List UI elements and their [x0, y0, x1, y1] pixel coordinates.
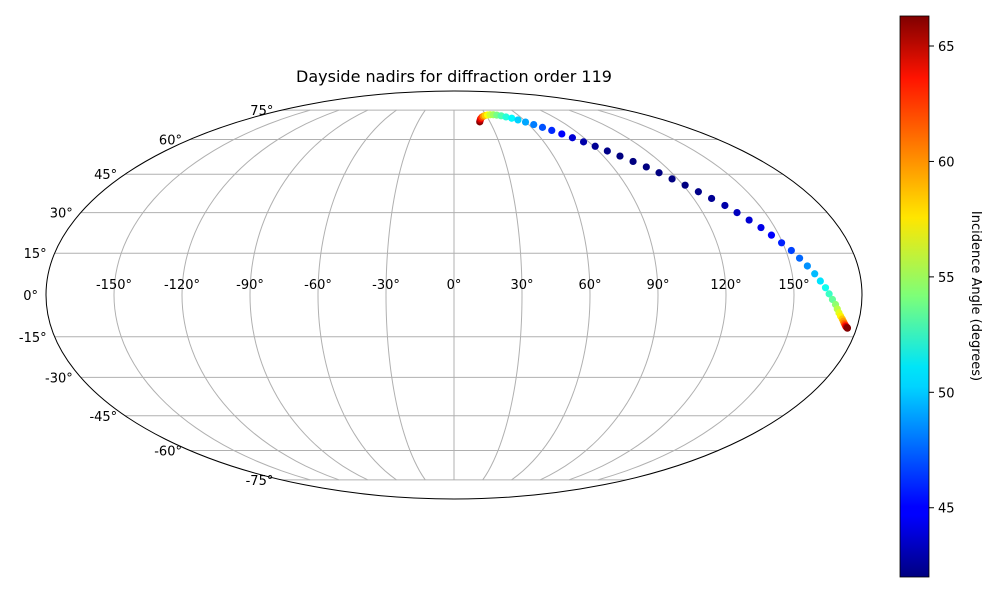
colorbar-tick-label: 45 [938, 502, 955, 517]
scatter-point [787, 246, 795, 255]
latitude-tick-label: -45° [89, 410, 117, 425]
scatter-point [502, 113, 510, 121]
latitude-tick-label: -60° [154, 445, 182, 460]
longitude-tick-label: -150° [96, 278, 132, 293]
longitude-tick-label: 90° [646, 278, 669, 293]
graticule [54, 109, 854, 481]
scatter-point [694, 188, 702, 196]
longitude-tick-label: 120° [710, 278, 741, 293]
scatter-point [681, 181, 689, 189]
latitude-tick-label: -30° [45, 371, 73, 386]
longitude-tick-labels: -150° -120° -90° -60° -30° 0° 30° 60° 90° 120° 150… [96, 278, 810, 293]
scatter-point [733, 208, 741, 217]
scatter-point [521, 118, 530, 126]
meridian-line [597, 109, 795, 481]
latitude-tick-label: 60° [159, 133, 182, 148]
scatter-point [530, 120, 538, 129]
scatter-point [616, 152, 624, 160]
meridian-line [540, 109, 659, 481]
colorbar-tick-label: 60 [938, 155, 955, 170]
scatter-point [745, 216, 753, 224]
longitude-tick-label: -120° [164, 278, 200, 293]
colorbar-label: Incidence Angle (degrees) [968, 211, 983, 381]
scatter-point [811, 270, 819, 278]
scatter-point [591, 142, 599, 150]
latitude-tick-labels: 75° 60° 45° 30° 15° 0° -15° -30° -45° -60° -75° [19, 104, 273, 489]
scatter-point [757, 223, 765, 232]
scatter-point [821, 284, 830, 292]
scatter-point [707, 194, 716, 203]
scatter-point [558, 130, 566, 138]
scatter-point [642, 163, 650, 171]
map-boundary [45, 90, 863, 500]
chart-title: Dayside nadirs for diffraction order 119 [296, 67, 612, 86]
longitude-tick-label: 150° [778, 278, 809, 293]
scatter-point [843, 324, 852, 332]
colorbar-tick-label: 50 [938, 386, 955, 401]
meridian-line [113, 109, 311, 481]
scatter-point [508, 114, 516, 122]
scatter-point [548, 126, 556, 135]
latitude-tick-label: 15° [24, 247, 47, 262]
scatter-point [655, 169, 663, 177]
longitude-tick-label: -60° [304, 278, 332, 293]
meridian-line [249, 109, 368, 481]
scatter-points [476, 111, 852, 332]
meridian-line [181, 109, 340, 481]
meridian-line [511, 109, 591, 481]
scatter-point [514, 116, 522, 124]
latitude-tick-label: 45° [94, 168, 117, 183]
scatter-point [767, 231, 776, 239]
meridian-line [568, 109, 727, 481]
longitude-tick-label: 0° [447, 278, 462, 293]
scatter-point [568, 134, 577, 142]
scatter-point [579, 138, 588, 146]
scatter-point [795, 254, 804, 262]
scatter-point [803, 262, 811, 270]
colorbar [899, 15, 930, 578]
scatter-point [777, 239, 786, 247]
scatter-point [721, 201, 729, 210]
meridian-line [317, 109, 397, 481]
longitude-tick-label: 60° [578, 278, 601, 293]
latitude-tick-label: 75° [250, 104, 273, 119]
latitude-tick-label: 0° [23, 289, 38, 304]
latitude-tick-label: 30° [50, 207, 73, 222]
meridian-line [482, 109, 523, 481]
scatter-point [668, 175, 676, 183]
scatter-point [629, 157, 637, 166]
latitude-tick-label: -75° [246, 474, 274, 489]
meridian-line [385, 109, 426, 481]
colorbar-tick-label: 55 [938, 271, 955, 286]
longitude-tick-label: 30° [510, 278, 533, 293]
colorbar-ticks: 45 50 55 60 65 [929, 40, 955, 517]
scatter-point [825, 290, 833, 298]
colorbar-tick-label: 65 [938, 40, 955, 55]
scatter-point [816, 277, 824, 285]
longitude-tick-label: -30° [372, 278, 400, 293]
scatter-point [603, 147, 611, 155]
scatter-point [538, 123, 547, 131]
longitude-tick-label: -90° [236, 278, 264, 293]
latitude-tick-label: -15° [19, 331, 47, 346]
